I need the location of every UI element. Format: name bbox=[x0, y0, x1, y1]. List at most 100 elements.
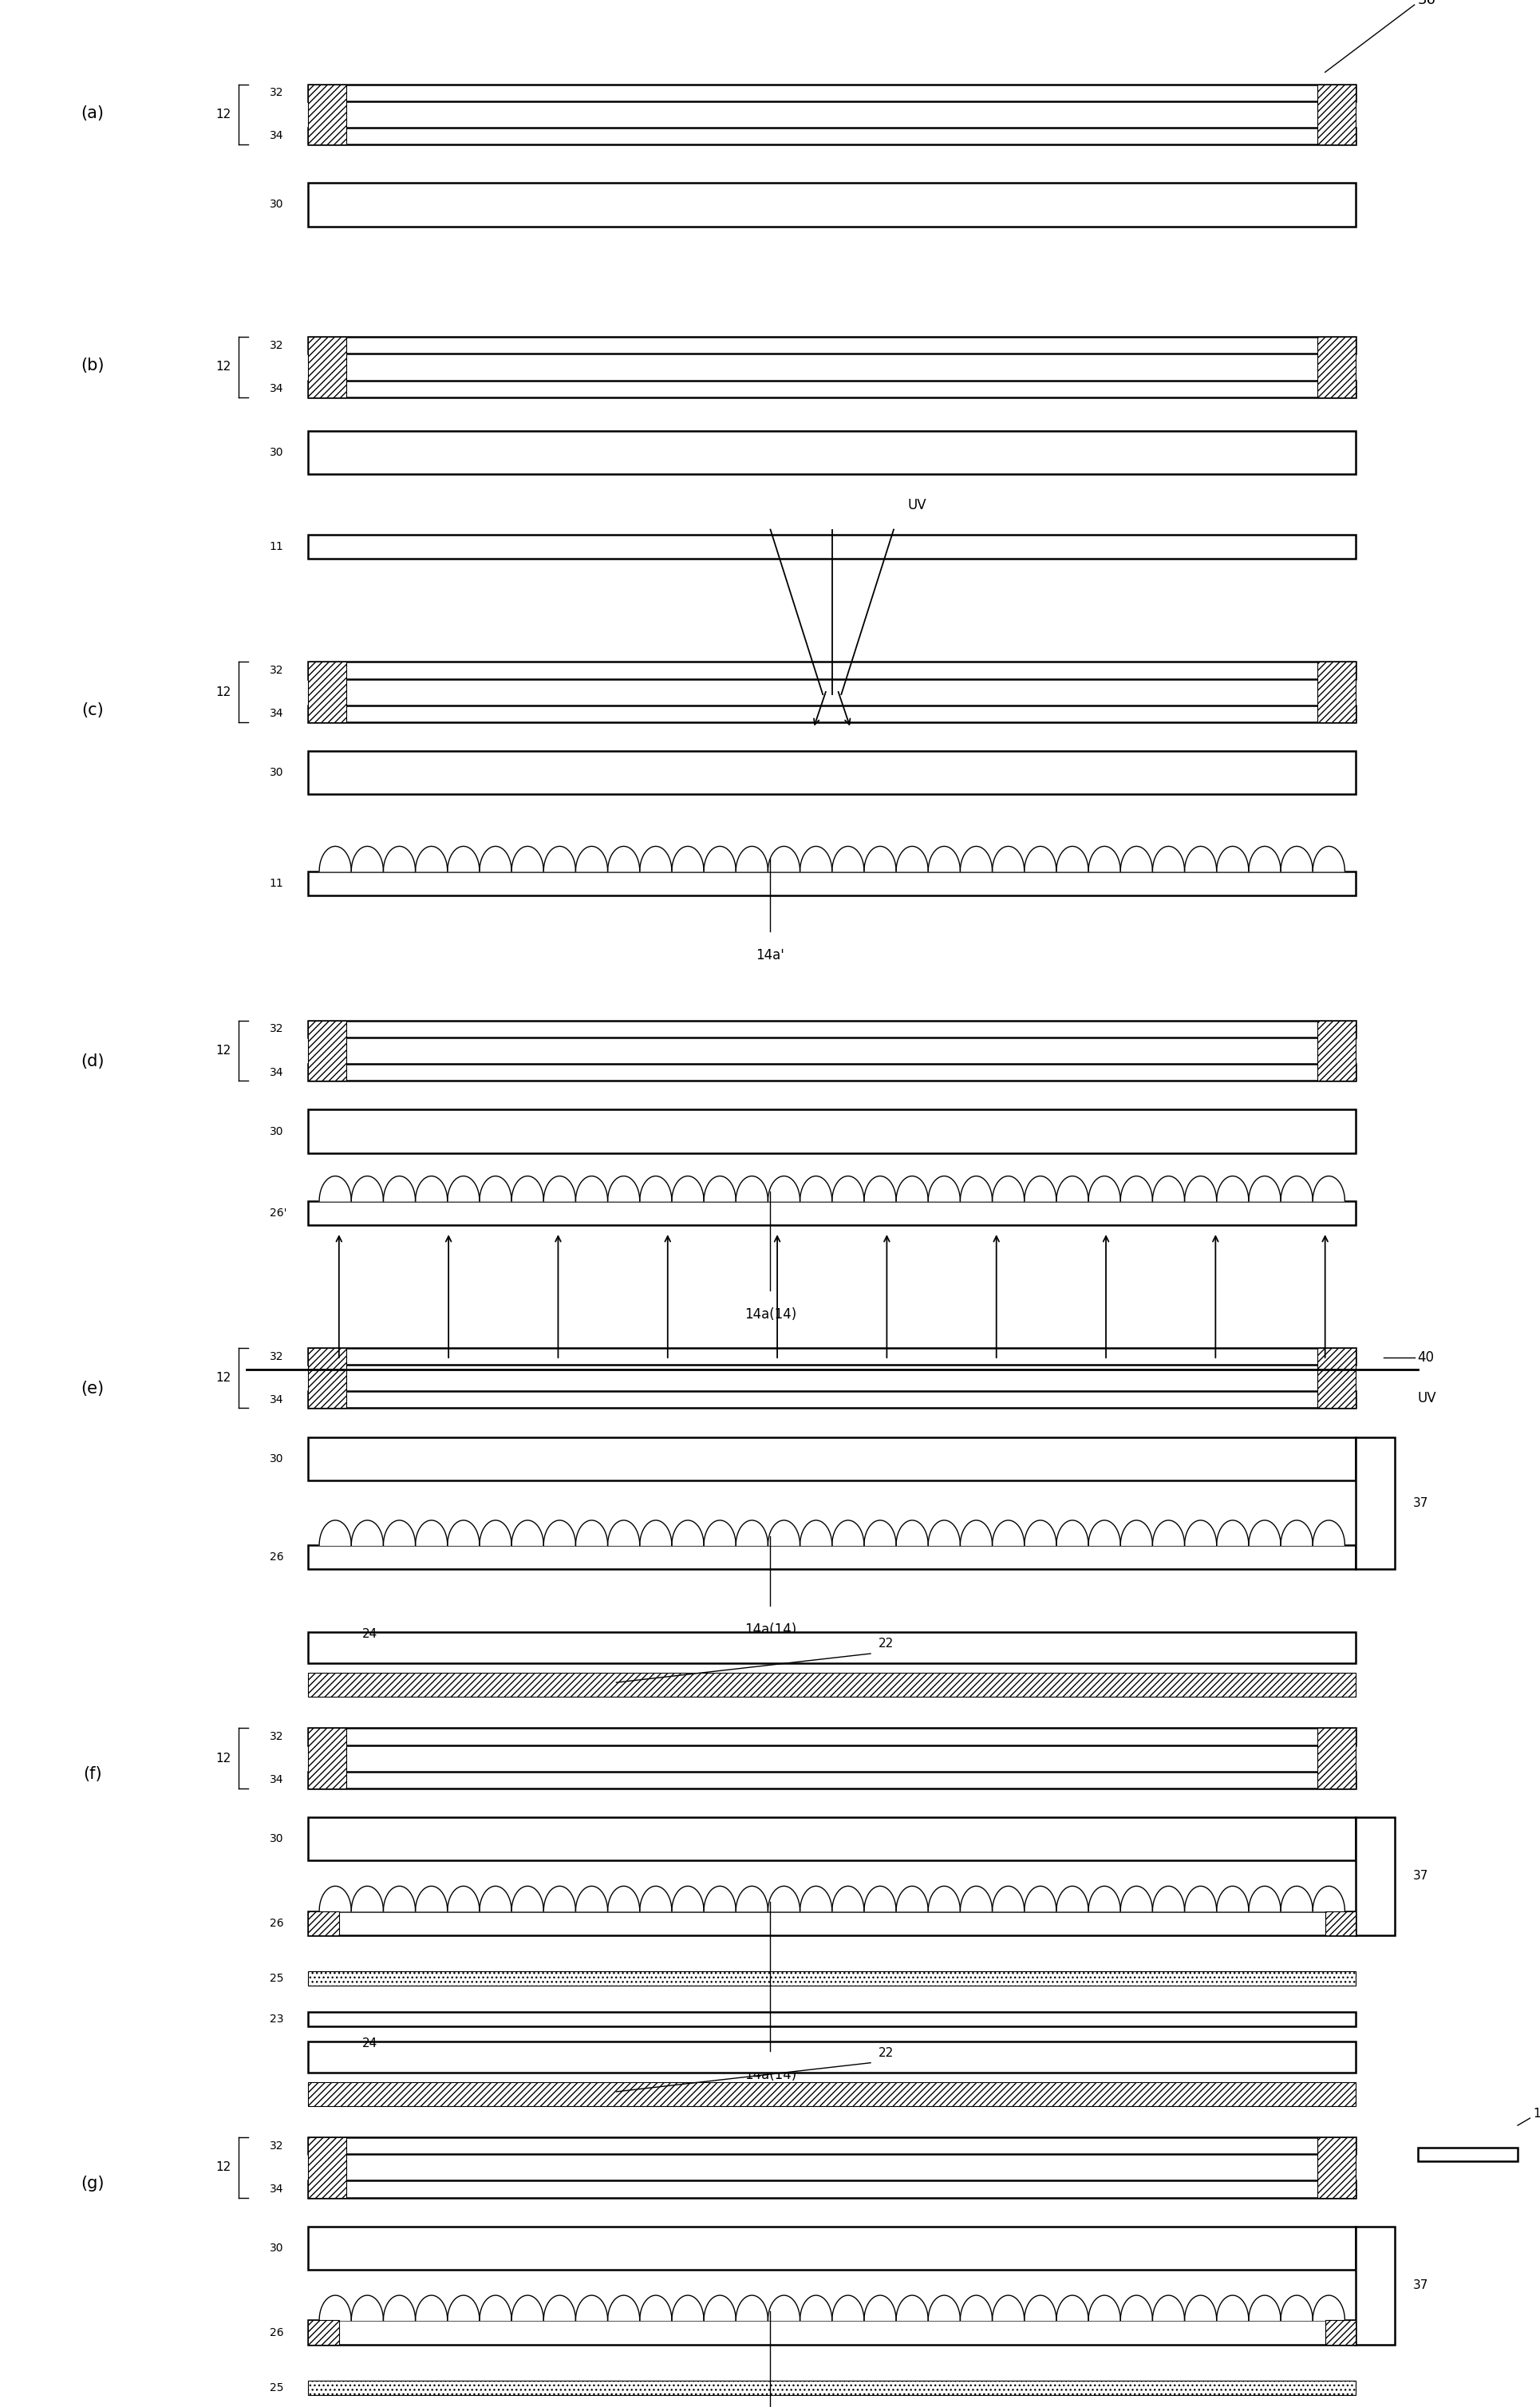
Bar bbox=[1317, 1728, 1355, 1788]
Polygon shape bbox=[479, 847, 511, 871]
Polygon shape bbox=[1184, 1177, 1217, 1201]
Polygon shape bbox=[639, 2296, 671, 2320]
Polygon shape bbox=[607, 2296, 639, 2320]
Polygon shape bbox=[416, 1887, 447, 1911]
Polygon shape bbox=[1056, 1887, 1087, 1911]
Polygon shape bbox=[1120, 1177, 1152, 1201]
Polygon shape bbox=[927, 1887, 959, 1911]
Text: 37: 37 bbox=[1412, 1870, 1428, 1882]
Bar bbox=[308, 1391, 1355, 1408]
Polygon shape bbox=[1247, 1177, 1280, 1201]
Polygon shape bbox=[511, 1887, 544, 1911]
Bar bbox=[308, 2381, 1355, 2395]
Bar bbox=[308, 1545, 1355, 1569]
Bar bbox=[1317, 2137, 1355, 2198]
Polygon shape bbox=[1312, 847, 1344, 871]
Bar bbox=[308, 2181, 1355, 2198]
Polygon shape bbox=[639, 1177, 671, 1201]
Text: (e): (e) bbox=[80, 1382, 105, 1396]
Polygon shape bbox=[1120, 1887, 1152, 1911]
Polygon shape bbox=[992, 2296, 1024, 2320]
Polygon shape bbox=[736, 847, 767, 871]
Polygon shape bbox=[607, 847, 639, 871]
Text: UV: UV bbox=[1417, 1391, 1435, 1406]
Polygon shape bbox=[992, 1177, 1024, 1201]
Polygon shape bbox=[1217, 1177, 1247, 1201]
Polygon shape bbox=[1024, 1887, 1056, 1911]
Polygon shape bbox=[864, 1521, 896, 1545]
Polygon shape bbox=[1120, 1521, 1152, 1545]
Bar bbox=[308, 1021, 1355, 1037]
Polygon shape bbox=[544, 1177, 576, 1201]
Polygon shape bbox=[383, 1521, 416, 1545]
Polygon shape bbox=[511, 2296, 544, 2320]
Polygon shape bbox=[927, 2296, 959, 2320]
Bar bbox=[1317, 337, 1355, 397]
Polygon shape bbox=[799, 1887, 832, 1911]
Polygon shape bbox=[671, 1887, 704, 1911]
Polygon shape bbox=[1312, 1177, 1344, 1201]
Text: 14a(14): 14a(14) bbox=[744, 1307, 796, 1321]
Polygon shape bbox=[383, 2296, 416, 2320]
Polygon shape bbox=[544, 847, 576, 871]
Text: 23: 23 bbox=[270, 2015, 283, 2024]
Bar bbox=[308, 1728, 1355, 1745]
Text: 14a': 14a' bbox=[756, 948, 784, 963]
Polygon shape bbox=[799, 847, 832, 871]
Bar bbox=[308, 2137, 1355, 2154]
Text: 32: 32 bbox=[270, 1350, 283, 1362]
Text: UV: UV bbox=[907, 498, 926, 513]
Text: 12: 12 bbox=[216, 686, 231, 698]
Text: (g): (g) bbox=[80, 2176, 105, 2190]
Bar bbox=[1324, 1911, 1355, 1935]
Polygon shape bbox=[1247, 2296, 1280, 2320]
Bar bbox=[308, 2082, 1355, 2106]
Polygon shape bbox=[1087, 1177, 1120, 1201]
Polygon shape bbox=[1280, 847, 1312, 871]
Polygon shape bbox=[351, 1521, 383, 1545]
Polygon shape bbox=[1312, 2296, 1344, 2320]
Text: 11: 11 bbox=[270, 542, 283, 551]
Polygon shape bbox=[1280, 1521, 1312, 1545]
Bar bbox=[308, 380, 1355, 397]
Polygon shape bbox=[767, 847, 799, 871]
Polygon shape bbox=[1312, 1521, 1344, 1545]
Bar bbox=[308, 1817, 1355, 1861]
Polygon shape bbox=[704, 1177, 736, 1201]
Polygon shape bbox=[1152, 847, 1184, 871]
Bar bbox=[308, 183, 1355, 226]
Text: 25: 25 bbox=[270, 1974, 283, 1983]
Text: 34: 34 bbox=[270, 1394, 283, 1406]
Polygon shape bbox=[927, 1177, 959, 1201]
Bar bbox=[1417, 2147, 1517, 2161]
Polygon shape bbox=[576, 847, 607, 871]
Text: (b): (b) bbox=[80, 359, 105, 373]
Polygon shape bbox=[1152, 2296, 1184, 2320]
Bar bbox=[308, 2320, 1355, 2344]
Polygon shape bbox=[1152, 1177, 1184, 1201]
Text: 30: 30 bbox=[270, 1834, 283, 1844]
Polygon shape bbox=[447, 2296, 479, 2320]
Text: 34: 34 bbox=[270, 1774, 283, 1786]
Text: (c): (c) bbox=[82, 703, 103, 717]
Bar bbox=[308, 1110, 1355, 1153]
Text: 34: 34 bbox=[270, 708, 283, 720]
Text: 12: 12 bbox=[216, 1372, 231, 1384]
Bar bbox=[308, 1772, 1355, 1788]
Text: 22: 22 bbox=[878, 2048, 893, 2058]
Polygon shape bbox=[671, 1177, 704, 1201]
Bar bbox=[308, 84, 346, 144]
Bar bbox=[308, 1911, 339, 1935]
Polygon shape bbox=[319, 1177, 351, 1201]
Text: 32: 32 bbox=[270, 1731, 283, 1743]
Text: 32: 32 bbox=[270, 2140, 283, 2152]
Bar bbox=[308, 1064, 1355, 1081]
Polygon shape bbox=[767, 1177, 799, 1201]
Bar bbox=[308, 2320, 339, 2344]
Bar bbox=[1355, 1817, 1394, 1935]
Polygon shape bbox=[319, 1887, 351, 1911]
Polygon shape bbox=[864, 2296, 896, 2320]
Polygon shape bbox=[1056, 2296, 1087, 2320]
Bar bbox=[308, 128, 1355, 144]
Polygon shape bbox=[896, 1887, 927, 1911]
